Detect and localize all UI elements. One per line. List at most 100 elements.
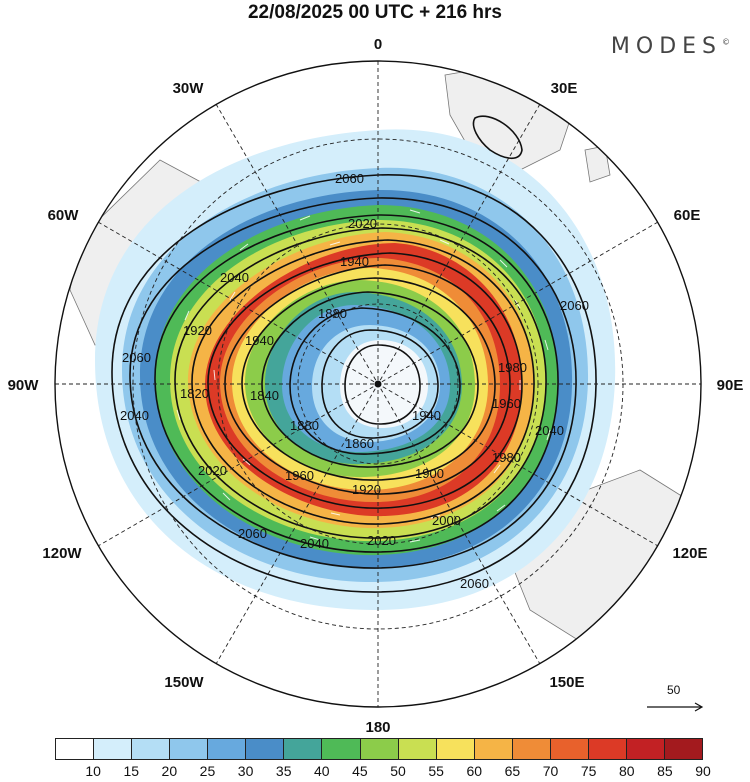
- contour-1840: [344, 344, 421, 425]
- contour-1980: [191, 239, 535, 525]
- colorbar-segment: [132, 739, 171, 759]
- colorbar-segment: [284, 739, 323, 759]
- label-180: 180: [365, 719, 390, 735]
- colorbar-segment: [588, 739, 627, 759]
- colorbar-segment: [322, 739, 361, 759]
- contour-label: 2000: [432, 513, 461, 528]
- colorbar-tick-label: 60: [466, 763, 483, 779]
- colorbar-tick-label: 35: [275, 763, 292, 779]
- contour-label: 1860: [345, 436, 374, 451]
- contour-label: 1900: [415, 466, 444, 481]
- map-title: 22/08/2025 00 UTC + 216 hrs: [247, 2, 503, 23]
- map-disc: [55, 61, 701, 707]
- colorbar-tick-label: 65: [504, 763, 521, 779]
- contour-label: 2020: [367, 533, 396, 548]
- contour-label: 1880: [290, 418, 319, 433]
- land-madagascar: [584, 145, 611, 183]
- colorbar-tick-label: 20: [161, 763, 178, 779]
- colorbar-segment: [512, 739, 551, 759]
- colorbar-tick-label: 40: [314, 763, 330, 779]
- colorbar-segment: [474, 739, 513, 759]
- label-150e: 150E: [549, 674, 584, 691]
- colorbar-tick-label: 15: [123, 763, 140, 779]
- contour-label: 2040: [120, 408, 149, 423]
- colorbar-segment: [436, 739, 475, 759]
- colorbar-ticks: 10 15 20 25 30 35 40 45 50 55 60 65 70 75 80 85 90: [55, 763, 710, 781]
- vector-reference-value: 50: [667, 683, 681, 697]
- contour-label: 1840: [250, 388, 279, 403]
- colorbar-segment: [56, 739, 95, 759]
- meridian-labels: 0 30E 60E 90E 120E 150E 180 150W 120W 90…: [8, 36, 744, 735]
- polar-map: 0 30E 60E 90E 120E 150E 180 150W 120W 90…: [8, 36, 744, 735]
- contour-1860: [321, 329, 439, 439]
- colorbar-tick-label: 50: [390, 763, 406, 779]
- label-60w: 60W: [48, 207, 80, 224]
- contour-2000: [174, 227, 547, 539]
- contour-labels: 2060 2040 2020 1940 1880 2060 1920 2060 …: [120, 171, 589, 591]
- contour-label: 1920: [352, 482, 381, 497]
- contour-1940: [224, 264, 511, 495]
- colorbar-segment: [170, 739, 209, 759]
- wind-arrows: [176, 209, 551, 543]
- contour-label: 2040: [300, 536, 329, 551]
- colorbar-tick-label: 70: [542, 763, 559, 779]
- contour-label: 1920: [183, 323, 212, 338]
- contour-2060: [111, 174, 597, 593]
- colorbar-tick-label: 55: [428, 763, 444, 779]
- colorbar-segment: [208, 739, 247, 759]
- colorbar-tick-label: 85: [657, 763, 673, 779]
- contour-label: 1820: [180, 386, 209, 401]
- contour-2020: [154, 214, 559, 553]
- colorbar-segment: [94, 739, 133, 759]
- vector-reference-arrow-icon: [647, 702, 704, 712]
- colorbar-segment: [398, 739, 437, 759]
- contour-africa-low: [472, 115, 523, 160]
- colorbar-tick-label: 25: [199, 763, 216, 779]
- contour-label: 2040: [220, 270, 249, 285]
- contour-1960: [207, 252, 523, 509]
- colorbar-tick-label: 45: [352, 763, 368, 779]
- height-contours: [111, 115, 597, 593]
- label-60e: 60E: [674, 207, 701, 224]
- contour-1880: [289, 307, 461, 455]
- contour-label: 2060: [122, 350, 151, 365]
- colorbar-tick-label: 10: [85, 763, 101, 779]
- colorbar-segment: [626, 739, 665, 759]
- colorbar-tick-label: 90: [695, 763, 711, 779]
- label-30e: 30E: [551, 80, 578, 97]
- contour-label: 2060: [335, 171, 364, 186]
- colorbar-segment: [246, 739, 285, 759]
- label-0: 0: [374, 36, 382, 53]
- south-pole-marker: [374, 380, 382, 388]
- map-border: [54, 60, 702, 708]
- contour-label: 2060: [560, 298, 589, 313]
- colorbar-segment: [665, 739, 703, 759]
- contour-label: 1880: [318, 306, 347, 321]
- colorbar-tick-label: 80: [618, 763, 635, 779]
- label-120e: 120E: [672, 545, 707, 562]
- contour-label: 2060: [238, 526, 267, 541]
- contour-label: 1940: [340, 254, 369, 269]
- contour-label: 2060: [460, 576, 489, 591]
- vector-reference: 50: [645, 683, 707, 717]
- colorbar-segment: [550, 739, 589, 759]
- contour-label: 1960: [492, 396, 521, 411]
- label-150w: 150W: [164, 674, 204, 691]
- label-90w: 90W: [8, 377, 40, 394]
- label-30w: 30W: [173, 80, 205, 97]
- label-120w: 120W: [42, 545, 82, 562]
- contour-label: 2020: [348, 216, 377, 231]
- contour-label: 2040: [535, 423, 564, 438]
- contour-2040: [129, 197, 577, 569]
- label-90e: 90E: [717, 377, 744, 394]
- contour-label: 1940: [412, 408, 441, 423]
- brand-logo: MODES©: [610, 34, 730, 59]
- contour-label: 1980: [498, 360, 527, 375]
- contour-label: 2020: [198, 463, 227, 478]
- contour-1900: [261, 291, 479, 468]
- colorbar-tick-label: 30: [237, 763, 254, 779]
- colorbar: [55, 738, 703, 760]
- contour-label: 1940: [245, 333, 274, 348]
- contour-label: 1980: [492, 450, 521, 465]
- contour-label: 1960: [285, 468, 314, 483]
